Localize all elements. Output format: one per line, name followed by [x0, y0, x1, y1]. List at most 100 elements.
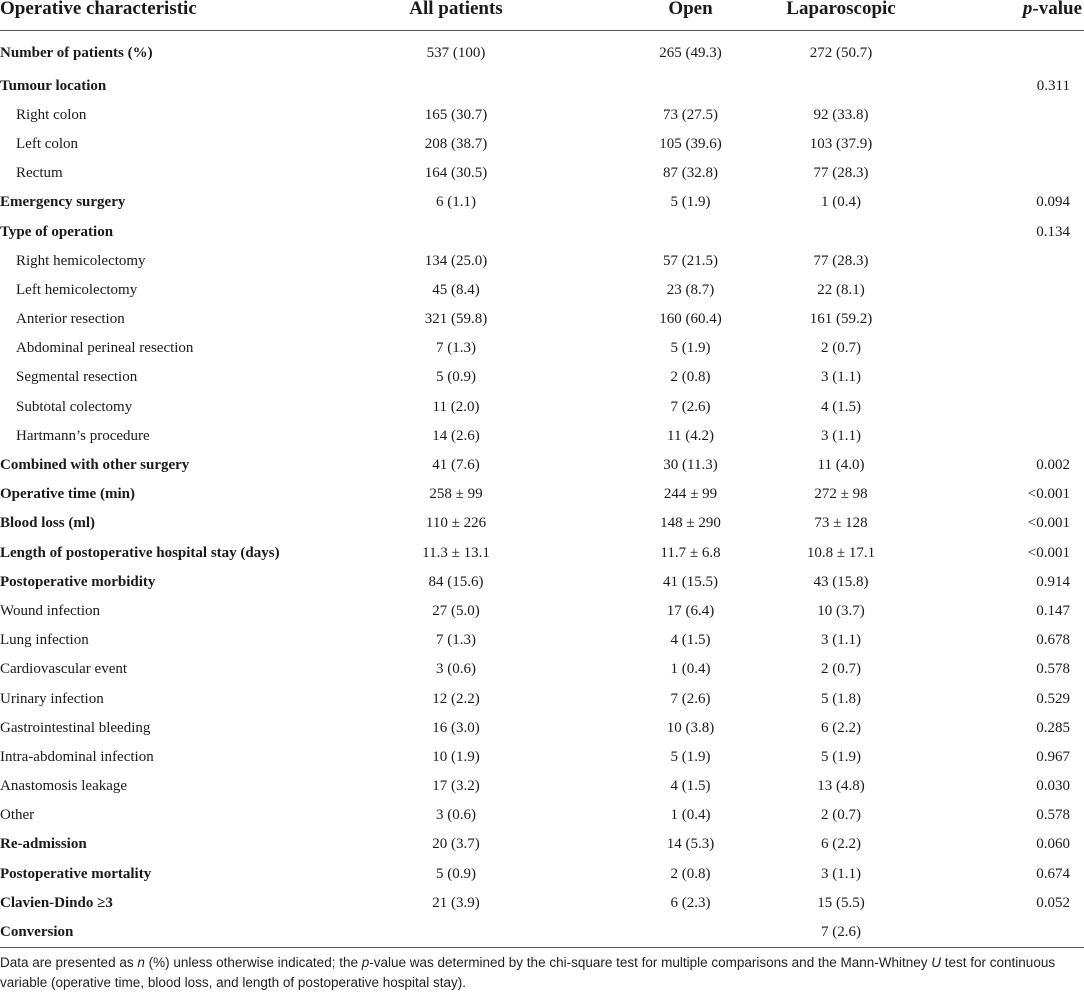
cell-laparoscopic: 77 (28.3) [813, 252, 869, 269]
row-label: Right colon [16, 106, 87, 123]
cell-all-patients: 41 (7.6) [432, 457, 480, 474]
table-row: Left hemicolectomy 45 (8.4) 23 (8.7) 22 (8.… [0, 275, 1084, 304]
cell-p-value [903, 100, 1084, 129]
table-row: Blood loss (ml) 110 ± 226 148 ± 290 73 ± 12… [0, 509, 1084, 538]
cell-p-value [903, 129, 1084, 158]
cell-p-value [903, 421, 1084, 450]
table-row: Right colon 165 (30.7) 73 (27.5) 92 (33.8) [0, 100, 1084, 129]
cell-open: 14 (5.3) [666, 836, 715, 853]
table-body: Number of patients (%) 537 (100) 265 (49.3… [0, 31, 1084, 948]
cell-open: 2 (0.8) [670, 865, 711, 882]
footnote-text-2: (%) unless otherwise indicated; the [144, 955, 362, 970]
cell-p-value: 0.674 [1036, 865, 1070, 882]
row-label: Wound infection [0, 602, 101, 619]
cell-open: 11.7 ± 6.8 [660, 544, 721, 561]
cell-p-value [903, 363, 1084, 392]
footnote-p: p [361, 955, 370, 970]
cell-all-patients: 5 (0.9) [436, 865, 476, 882]
table-row: Type of operation 0.134 [0, 217, 1084, 246]
cell-laparoscopic: 3 (1.1) [821, 369, 861, 386]
cell-laparoscopic: 6 (2.2) [821, 836, 861, 853]
cell-open: 11 (4.2) [667, 427, 714, 444]
header-p-suffix: -value [1032, 0, 1082, 19]
cell-open: 4 (1.5) [670, 778, 711, 795]
row-label: Operative time (min) [0, 486, 135, 503]
footnote-n: n [137, 955, 145, 970]
table-row: Tumour location 0.311 [0, 71, 1084, 100]
cell-laparoscopic: 4 (1.5) [821, 398, 861, 415]
table-row: Wound infection 27 (5.0) 17 (6.4) 10 (3.7) 0… [0, 596, 1084, 625]
cell-laparoscopic: 5 (1.9) [821, 748, 861, 765]
cell-laparoscopic: 2 (0.7) [821, 807, 861, 824]
table-row: Abdominal perineal resection 7 (1.3) 5 (1.… [0, 334, 1084, 363]
cell-laparoscopic: 272 ± 98 [814, 486, 868, 503]
table-row: Conversion 7 (2.6) [0, 917, 1084, 948]
cell-p-value: <0.001 [1027, 544, 1070, 561]
cell-laparoscopic: 22 (8.1) [817, 281, 865, 298]
table-row: Operative time (min) 258 ± 99 244 ± 99 272 … [0, 480, 1084, 509]
row-label: Conversion [0, 917, 372, 948]
cell-laparoscopic: 161 (59.2) [809, 311, 873, 328]
table-row: Left colon 208 (38.7) 105 (39.6) 103 (37.9) [0, 129, 1084, 158]
cell-all-patients: 208 (38.7) [424, 135, 488, 152]
footnote-text-3: -value was determined by the chi-square … [369, 955, 932, 970]
row-label: Other [0, 807, 35, 824]
cell-p-value: 0.030 [1036, 778, 1070, 795]
cell-open: 57 (21.5) [663, 252, 718, 269]
cell-p-value: 0.678 [1036, 632, 1070, 649]
cell-open: 5 (1.9) [670, 340, 711, 357]
cell-all-patients: 84 (15.6) [428, 573, 484, 590]
row-label: Emergency surgery [0, 194, 126, 211]
cell-all-patients: 258 ± 99 [429, 486, 483, 503]
row-label: Re-admission [0, 836, 87, 853]
cell-p-value: 0.002 [1036, 457, 1070, 474]
cell-laparoscopic: 2 (0.7) [821, 340, 861, 357]
cell-laparoscopic: 5 (1.8) [821, 690, 861, 707]
table-row: Postoperative morbidity 84 (15.6) 41 (15.5… [0, 567, 1084, 596]
cell-open: 30 (11.3) [663, 457, 718, 474]
cell-laparoscopic: 11 (4.0) [817, 457, 865, 474]
cell-all-patients: 3 (0.6) [436, 807, 476, 824]
cell-open: 1 (0.4) [670, 661, 711, 678]
cell-p-value [903, 305, 1084, 334]
cell-open: 4 (1.5) [670, 632, 711, 649]
cell-open: 105 (39.6) [659, 135, 722, 152]
cell-p-value: 0.914 [1036, 573, 1070, 590]
table-footnote: Data are presented as n (%) unless other… [0, 953, 1084, 993]
cell-open: 244 ± 99 [663, 486, 718, 503]
cell-all-patients [372, 217, 540, 246]
table-row: Right hemicolectomy 134 (25.0) 57 (21.5) 77… [0, 246, 1084, 275]
cell-laparoscopic [779, 217, 903, 246]
cell-laparoscopic: 92 (33.8) [813, 106, 869, 123]
cell-open: 23 (8.7) [666, 281, 715, 298]
table-row: Rectum 164 (30.5) 87 (32.8) 77 (28.3) [0, 159, 1084, 188]
table-row: Emergency surgery 6 (1.1) 5 (1.9) 1 (0.4) 0.… [0, 188, 1084, 217]
row-label: Left hemicolectomy [16, 281, 138, 298]
cell-p-value: 0.134 [1036, 223, 1070, 240]
table-row: Intra-abdominal infection 10 (1.9) 5 (1.9)… [0, 742, 1084, 771]
cell-all-patients: 10 (1.9) [432, 748, 480, 765]
table-row: Subtotal colectomy 11 (2.0) 7 (2.6) 4 (1.5) [0, 392, 1084, 421]
table-row: Other 3 (0.6) 1 (0.4) 2 (0.7) 0.578 [0, 801, 1084, 830]
cell-p-value: 0.060 [1036, 836, 1070, 853]
cell-laparoscopic: 3 (1.1) [821, 632, 861, 649]
cell-laparoscopic: 3 (1.1) [821, 427, 861, 444]
row-label: Intra-abdominal infection [0, 748, 154, 765]
cell-laparoscopic [779, 71, 903, 100]
cell-p-value: 0.285 [1036, 719, 1070, 736]
row-label: Combined with other surgery [0, 457, 190, 474]
cell-open: 73 (27.5) [663, 106, 718, 123]
cell-p-value: 0.578 [1036, 661, 1070, 678]
table-row: Combined with other surgery 41 (7.6) 30 (1… [0, 450, 1084, 479]
cell-all-patients: 12 (2.2) [432, 690, 480, 707]
cell-p-value: 0.094 [1036, 194, 1070, 211]
cell-open [540, 217, 779, 246]
table-row: Length of postoperative hospital stay (d… [0, 538, 1084, 567]
cell-all-patients [372, 71, 540, 100]
cell-laparoscopic: 43 (15.8) [813, 573, 869, 590]
cell-open: 265 (49.3) [659, 45, 722, 61]
row-label: Urinary infection [0, 690, 104, 707]
table-row: Gastrointestinal bleeding 16 (3.0) 10 (3.8… [0, 713, 1084, 742]
cell-all-patients: 164 (30.5) [424, 165, 488, 182]
cell-all-patients [372, 917, 540, 948]
